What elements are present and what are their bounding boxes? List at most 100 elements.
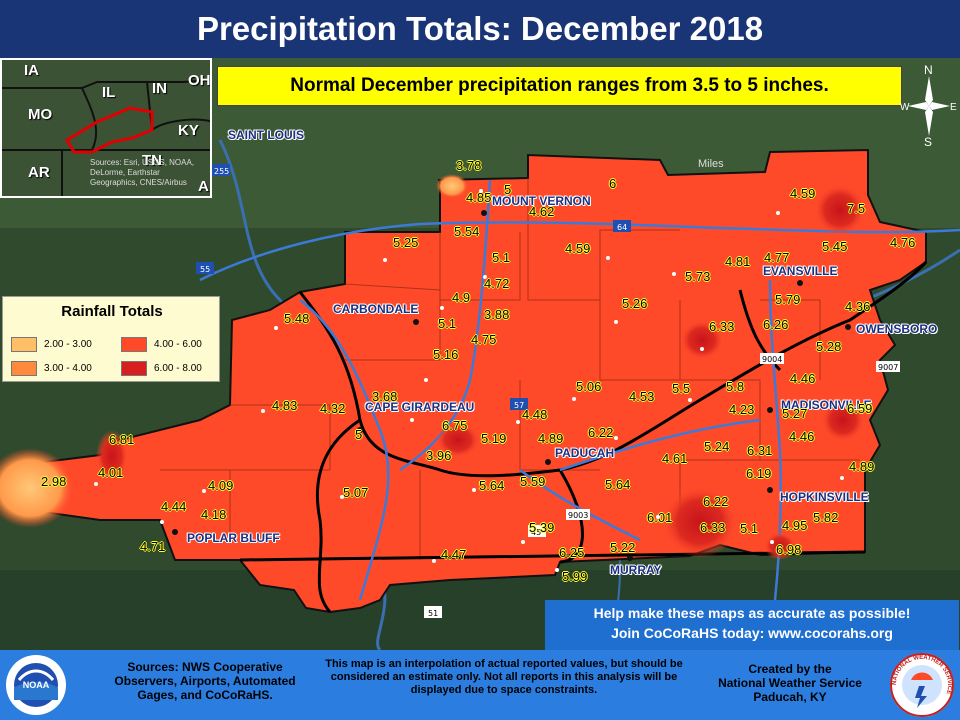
obs-dot	[656, 515, 660, 519]
obs-dot	[770, 540, 774, 544]
obs-dot	[274, 326, 278, 330]
precip-value: 6.31	[747, 443, 773, 458]
precip-value: 5.59	[520, 474, 546, 489]
obs-dot	[202, 489, 206, 493]
city-label: POPLAR BLUFF	[187, 531, 280, 545]
obs-dot	[383, 258, 387, 262]
legend-item: 3.00 - 4.00	[11, 361, 92, 377]
precip-value: 5.82	[813, 510, 839, 525]
precip-value: 6.22	[588, 425, 614, 440]
shield-57: 57	[514, 401, 524, 410]
legend-swatch	[121, 337, 147, 352]
precip-value: 4.36	[845, 299, 871, 314]
precip-value: 3.96	[426, 448, 452, 463]
precip-value: 5	[355, 427, 363, 442]
legend-label: 6.00 - 8.00	[154, 363, 202, 375]
precip-value: 5.79	[775, 292, 801, 307]
precip-value: 5.64	[605, 477, 631, 492]
compass-rose: N S E W	[900, 63, 957, 146]
state-label: KY	[178, 122, 199, 139]
precip-value: 5.8	[726, 379, 745, 394]
precip-value: 4.46	[790, 371, 816, 386]
obs-dot	[672, 272, 676, 276]
city-label: CAPE GIRARDEAU	[365, 400, 475, 414]
state-label: A	[198, 178, 209, 195]
footer-credit-line1: Created by the	[748, 662, 832, 676]
precip-value: 5.06	[576, 379, 602, 394]
precip-value: 6.19	[746, 466, 772, 481]
precip-value: 3.68	[372, 389, 398, 404]
footer-sources: Sources: NWS Cooperative Observers, Airp…	[114, 660, 296, 702]
shield-51: 51	[428, 609, 438, 618]
obs-dot	[432, 559, 436, 563]
obs-dot	[516, 420, 520, 424]
precip-value: 3.88	[484, 307, 510, 322]
obs-dot	[472, 488, 476, 492]
precip-value: 5.45	[822, 239, 848, 254]
obs-dot	[700, 347, 704, 351]
legend-label: 4.00 - 6.00	[154, 339, 202, 351]
obs-dot	[572, 397, 576, 401]
noaa-logo-text: NOAA	[23, 680, 50, 690]
precip-value: 2.98	[41, 474, 67, 489]
city-label: MURRAY	[610, 563, 662, 577]
legend-swatch	[11, 361, 37, 376]
scale-label: Miles	[698, 158, 724, 170]
state-label: MO	[28, 106, 53, 123]
precip-value: 4.32	[320, 401, 346, 416]
precip-value: 5.1	[740, 521, 759, 536]
precip-value: 5.64	[479, 478, 505, 493]
legend-title: Rainfall Totals	[61, 303, 163, 320]
obs-dot	[483, 275, 487, 279]
precip-value: 5.19	[481, 431, 507, 446]
state-label: IL	[102, 84, 116, 101]
precip-value: 6.81	[109, 432, 135, 447]
precip-value: 5.28	[816, 339, 842, 354]
precip-value: 4.9	[452, 290, 471, 305]
shield-9007: 9007	[878, 363, 898, 372]
city-markers	[172, 210, 851, 561]
precip-value: 4.89	[849, 459, 875, 474]
precip-value: 5.1	[438, 316, 457, 331]
precip-value: 4.44	[161, 499, 187, 514]
precip-value: 6.33	[700, 520, 726, 535]
shield-55: 55	[200, 265, 210, 274]
precip-value: 4.77	[764, 250, 790, 265]
city-label: MOUNT VERNON	[492, 194, 591, 208]
obs-dot	[479, 189, 483, 193]
locator-inset-map: IA IL IN OH MO KY AR TN A Sources: Esri,…	[0, 58, 212, 198]
precip-max-cape	[436, 422, 480, 458]
precip-value: 4.83	[272, 398, 298, 413]
precip-value: 5.39	[529, 520, 555, 535]
obs-dot	[94, 482, 98, 486]
precip-value: 4.62	[529, 204, 555, 219]
obs-dot	[261, 409, 265, 413]
precip-value: 4.48	[522, 407, 548, 422]
obs-dot	[688, 398, 692, 402]
obs-dot	[840, 476, 844, 480]
footer-credit-line2: National Weather Service	[718, 676, 862, 690]
precip-value: 4.23	[729, 402, 755, 417]
precip-value: 4.85	[466, 190, 492, 205]
precip-value: 3.78	[456, 158, 482, 173]
highway-shields: 255 64 55 9004 57 9007 9003 45 51	[196, 164, 900, 618]
forecast-area-outline	[64, 106, 154, 154]
precip-value: 4.72	[484, 276, 510, 291]
state-label: IA	[24, 62, 39, 79]
precip-value: 7.5	[847, 201, 866, 216]
precip-value: 4.18	[201, 507, 227, 522]
precip-value: 5.16	[433, 347, 459, 362]
precip-value: 6.25	[559, 545, 585, 560]
precip-max-henderson	[680, 320, 724, 360]
obs-dot	[340, 495, 344, 499]
precip-value: 6.98	[776, 542, 802, 557]
precip-value: 4.46	[789, 429, 815, 444]
obs-dot	[521, 540, 525, 544]
precip-value: 5.07	[343, 485, 369, 500]
precip-value: 5.22	[610, 540, 636, 555]
precip-value: 4.81	[725, 254, 751, 269]
precip-value: 4.01	[98, 465, 124, 480]
legend-label: 3.00 - 4.00	[44, 363, 92, 375]
precip-value: 6.59	[847, 401, 873, 416]
footer-credit-line3: Paducah, KY	[753, 690, 827, 704]
